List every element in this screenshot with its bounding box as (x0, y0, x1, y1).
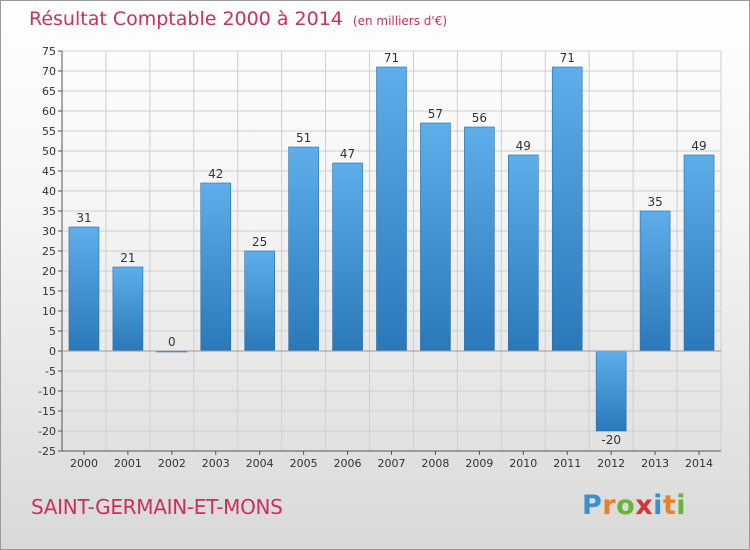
proxiti-logo: Proxiti (582, 490, 686, 521)
y-tick-label: 30 (42, 225, 56, 238)
logo-letter: P (582, 490, 603, 521)
y-tick-label: -10 (38, 385, 56, 398)
chart-title: Résultat Comptable 2000 à 2014 (en millie… (29, 8, 447, 30)
bar-2000 (68, 226, 100, 352)
x-tick-label-2012: 2012 (597, 457, 625, 470)
chart-title-text: Résultat Comptable 2000 à 2014 (29, 8, 343, 30)
x-tick-label-2014: 2014 (685, 457, 713, 470)
y-tick-label: -25 (38, 445, 56, 458)
bar-2004 (244, 250, 275, 352)
bar-2001 (112, 266, 144, 352)
data-label-2004: 25 (252, 235, 267, 249)
data-label-2007: 71 (384, 51, 399, 65)
y-tick-label: 5 (49, 325, 56, 338)
y-tick-label: 20 (42, 265, 56, 278)
logo-letter: i (676, 490, 687, 521)
bar-2006 (332, 162, 363, 352)
y-tick-label: 65 (42, 85, 56, 98)
data-label-2012: -20 (601, 433, 621, 447)
y-tick-label: 35 (42, 205, 56, 218)
axes (58, 50, 721, 455)
data-label-2000: 31 (76, 211, 91, 225)
y-tick-label: 10 (42, 305, 56, 318)
bar-2008 (420, 122, 451, 352)
labels: 757065605550454035302520151050-5-10-15-2… (38, 45, 713, 470)
y-tick-label: 25 (42, 245, 56, 258)
x-tick-label-2013: 2013 (641, 457, 669, 470)
bar-2003 (200, 182, 232, 352)
bar-2013 (639, 210, 671, 352)
logo-letter: o (616, 490, 636, 521)
data-label-2010: 49 (516, 139, 531, 153)
data-label-2001: 21 (120, 251, 135, 265)
data-label-2005: 51 (296, 131, 311, 145)
x-tick-label-2006: 2006 (334, 457, 362, 470)
y-tick-label: 40 (42, 185, 56, 198)
x-tick-label-2001: 2001 (114, 457, 142, 470)
data-label-2002: 0 (168, 335, 176, 349)
bar-2012 (595, 350, 627, 432)
data-label-2006: 47 (340, 147, 355, 161)
bar-2010 (507, 154, 539, 352)
logo-letter: r (602, 490, 617, 521)
y-tick-label: 55 (42, 125, 56, 138)
y-tick-label: 15 (42, 285, 56, 298)
data-label-2009: 56 (472, 111, 487, 125)
bar-2007 (376, 66, 407, 352)
y-tick-label: 75 (42, 45, 56, 58)
y-tick-label: 60 (42, 105, 56, 118)
data-label-2011: 71 (560, 51, 575, 65)
x-tick-label-2010: 2010 (509, 457, 537, 470)
y-tick-label: -5 (45, 365, 56, 378)
y-tick-label: 45 (42, 165, 56, 178)
y-tick-label: -20 (38, 425, 56, 438)
x-tick-label-2008: 2008 (421, 457, 449, 470)
x-tick-label-2005: 2005 (290, 457, 318, 470)
data-label-2014: 49 (691, 139, 706, 153)
bar-2009 (464, 126, 495, 352)
logo-letter: i (653, 490, 663, 521)
data-label-2003: 42 (208, 167, 223, 181)
logo-letter: t (662, 490, 677, 521)
x-tick-label-2004: 2004 (246, 457, 274, 470)
x-tick-label-2011: 2011 (553, 457, 581, 470)
data-label-2013: 35 (647, 195, 662, 209)
y-tick-label: -15 (38, 405, 56, 418)
commune-name: SAINT-GERMAIN-ET-MONS (31, 495, 283, 519)
bar-2011 (551, 66, 583, 352)
bar-2014 (683, 154, 715, 352)
x-tick-label-2007: 2007 (378, 457, 406, 470)
logo-letter: x (635, 490, 654, 521)
x-tick-label-2002: 2002 (158, 457, 186, 470)
bars (68, 66, 715, 432)
x-tick-label-2000: 2000 (70, 457, 98, 470)
chart-unit-subtitle: (en milliers d'€) (352, 14, 448, 28)
x-tick-label-2009: 2009 (465, 457, 493, 470)
bar-2005 (288, 146, 319, 352)
x-tick-label-2003: 2003 (202, 457, 230, 470)
y-tick-label: 0 (49, 345, 56, 358)
data-label-2008: 57 (428, 107, 443, 121)
y-tick-label: 70 (42, 65, 56, 78)
y-tick-label: 50 (42, 145, 56, 158)
